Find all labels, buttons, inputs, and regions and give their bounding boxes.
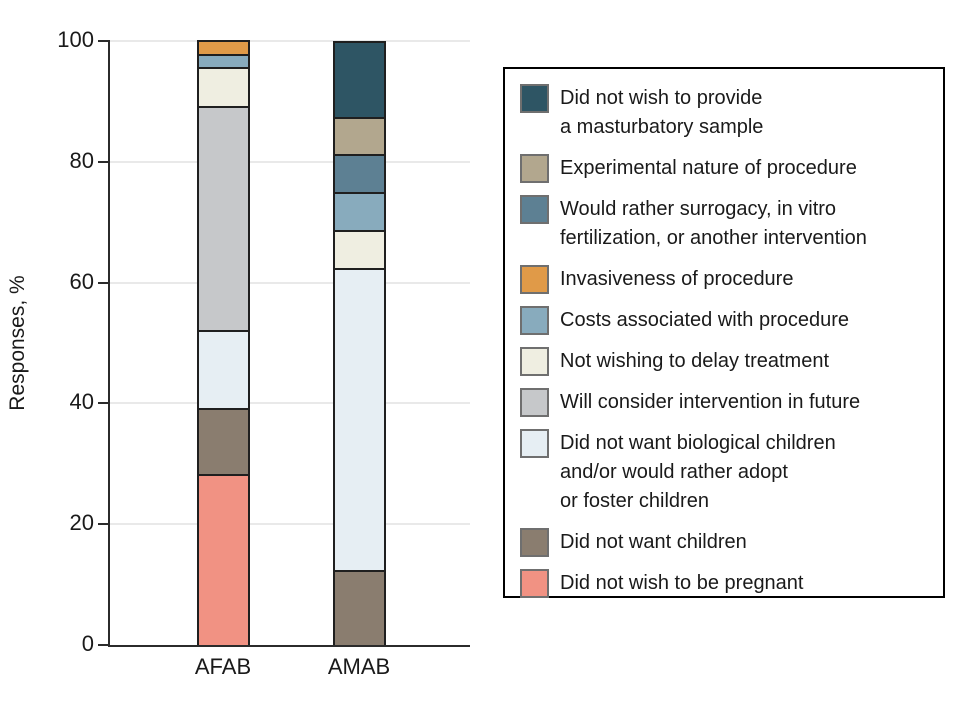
bar-segment [197,474,250,645]
legend-label: Did not wish to provide a masturbatory sa… [560,84,763,142]
tick-label-0: 0 [81,631,94,656]
tick-label-80: 80 [69,147,94,173]
legend-swatch [520,306,549,335]
legend-swatch [520,195,549,224]
legend-label: Not wishing to delay treatment [560,347,829,376]
bar-segment [197,67,250,107]
x-label-amab: AMAB [327,654,391,679]
legend-entry: Not wishing to delay treatment [520,347,937,376]
bar-segment [333,192,386,230]
bar-segment [333,116,386,155]
tick-mark-80 [98,160,108,163]
y-axis-title: Responses, % [6,275,29,411]
legend-label-line: Invasiveness of procedure [560,268,794,290]
legend-label: Will consider intervention in future [560,388,860,417]
legend-label-line: Did not want children [560,531,747,553]
legend-entry: Did not want children [520,528,937,557]
legend-entry: Will consider intervention in future [520,388,937,417]
bar-segment [333,154,386,192]
legend-swatch [520,154,549,183]
legend-entry: Did not wish to be pregnant [520,569,937,598]
legend-label: Did not wish to be pregnant [560,569,804,598]
legend-swatch [520,569,549,598]
legend-label: Did not want children [560,528,747,557]
legend-swatch [520,347,549,376]
legend-entry: Invasiveness of procedure [520,265,937,294]
bar-segment [197,40,250,54]
legend-label: Costs associated with procedure [560,306,849,335]
legend-label-line: Would rather surrogacy, in vitro [560,198,837,220]
legend-label: Did not want biological children and/or w… [560,429,836,516]
legend-label-line: Did not wish to provide [560,87,763,109]
legend-swatch [520,429,549,458]
bar-segment [197,53,250,68]
tick-mark-100 [98,40,108,42]
x-label-afab: AFAB [194,654,252,679]
legend-swatch [520,388,549,417]
legend-entry: Costs associated with procedure [520,306,937,335]
tick-mark-60 [98,281,108,284]
y-axis-line [108,40,110,647]
legend-label-line: fertilization, or another intervention [560,227,867,249]
legend-swatch [520,265,549,294]
gridline-100 [110,40,470,42]
bar-segment [333,41,386,117]
legend-entry: Would rather surrogacy, in vitro fertiliz… [520,195,937,253]
tick-label-100: 100 [57,27,94,52]
legend-label: Invasiveness of procedure [560,265,793,294]
legend-swatch [520,528,549,557]
gridline-60 [110,281,470,284]
legend-label: Would rather surrogacy, in vitro fertiliz… [560,195,867,253]
tick-mark-20 [98,523,108,526]
tick-label-20: 20 [69,510,94,536]
tick-label-40: 40 [69,389,94,415]
bar-segment [197,408,250,475]
legend-label-line: Experimental nature of procedure [560,157,857,179]
legend-entry: Did not want biological children and/or w… [520,429,937,516]
bar-segment [333,267,386,570]
bar-segment [197,106,250,330]
bar-segment [197,329,250,409]
legend-label-line: Did not want biological children [560,432,836,454]
tick-mark-40 [98,402,108,405]
bar-segment [333,569,386,645]
x-axis-line [108,645,470,647]
legend-label-line: and/or would rather adopt [560,461,788,483]
legend-swatch [520,84,549,113]
legend-label: Experimental nature of procedure [560,154,857,183]
legend-label-line: a masturbatory sample [560,116,764,138]
bar-amab [333,41,386,645]
legend-label-line: or foster children [560,490,709,512]
gridline-20 [110,523,470,526]
bar-segment [333,229,386,268]
legend-label-line: Will consider intervention in future [560,391,861,413]
legend-label-line: Costs associated with procedure [560,309,850,331]
tick-label-60: 60 [69,268,94,294]
tick-mark-0 [98,644,108,646]
legend-items: Did not wish to provide a masturbatory sa… [520,84,937,598]
legend-box: Did not wish to provide a masturbatory sa… [503,67,945,598]
legend-entry: Experimental nature of procedure [520,154,937,183]
bar-afab [197,40,250,645]
legend-label-line: Did not wish to be pregnant [560,572,804,594]
legend-label-line: Not wishing to delay treatment [560,350,830,372]
gridline-80 [110,160,470,163]
legend-entry: Did not wish to provide a masturbatory sa… [520,84,937,142]
gridline-40 [110,402,470,405]
